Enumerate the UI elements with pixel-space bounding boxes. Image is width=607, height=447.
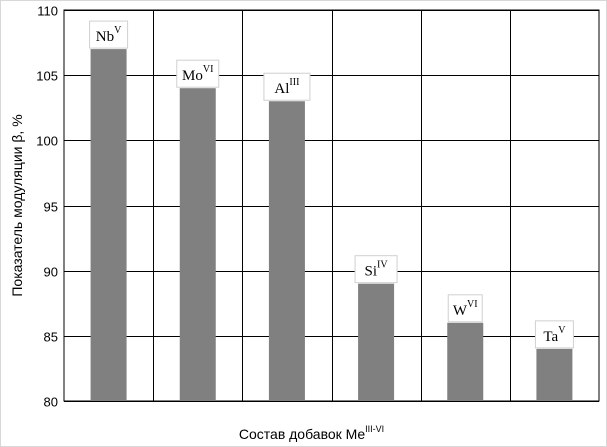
plot-area [63, 9, 600, 402]
bar-si [358, 283, 395, 401]
data-label-box [176, 59, 220, 88]
x-axis-label: Состав добавок MeIII-VI [239, 424, 384, 442]
bar-ta [536, 348, 573, 401]
data-label-ta: TaV [543, 325, 566, 345]
data-label-box [89, 20, 129, 49]
y-tick-label: 110 [37, 4, 58, 19]
data-label-mo: MoVI [182, 64, 213, 84]
y-tick-label: 80 [44, 395, 58, 410]
y-tick-label: 105 [36, 69, 58, 84]
bar-al [268, 101, 305, 401]
data-label-si: SiIV [365, 260, 389, 280]
y-tick-label: 85 [44, 330, 58, 345]
bar-nb [90, 49, 127, 401]
bar-mo [179, 88, 216, 401]
data-label-nb: NbV [96, 25, 122, 45]
data-label-w: WVI [453, 299, 478, 319]
y-axis-label: Показатель модуляции β, % [9, 114, 25, 296]
data-label-box [263, 72, 311, 101]
bar-w [447, 322, 484, 401]
data-label-box [534, 320, 574, 349]
y-tick-label: 100 [36, 134, 58, 149]
y-tick-label: 95 [44, 200, 58, 215]
y-tick-label: 90 [44, 265, 58, 280]
data-label-box [354, 255, 398, 284]
data-label-box [447, 294, 483, 323]
data-label-al: AlIII [274, 77, 299, 97]
